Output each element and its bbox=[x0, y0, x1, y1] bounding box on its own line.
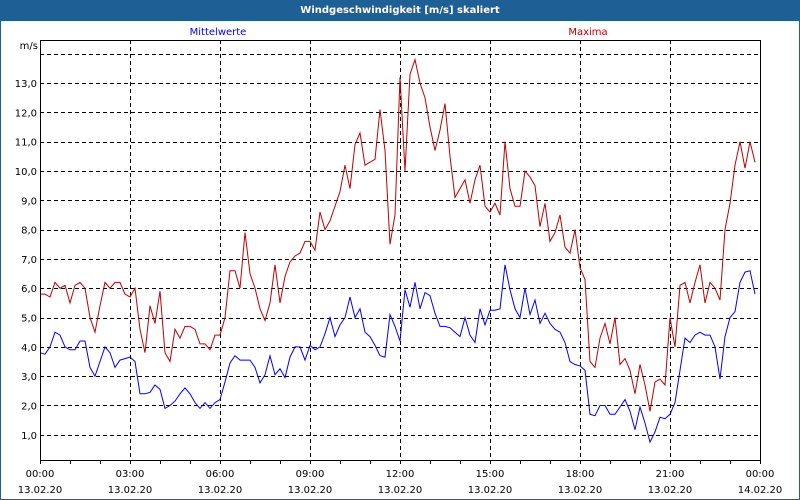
x-tick-time: 00:00 bbox=[26, 469, 55, 480]
y-tick-label: 11,0 bbox=[15, 138, 37, 149]
x-tick-date: 13.02.20 bbox=[648, 485, 693, 496]
y-tick-label: 8,0 bbox=[21, 226, 37, 237]
grid bbox=[40, 40, 760, 460]
series-lines bbox=[39, 57, 756, 444]
x-tick-time: 06:00 bbox=[206, 469, 235, 480]
x-tick-date: 13.02.20 bbox=[378, 485, 423, 496]
x-tick-time: 12:00 bbox=[386, 469, 415, 480]
y-tick-label: 2,0 bbox=[21, 401, 37, 412]
x-tick-time: 09:00 bbox=[296, 469, 325, 480]
x-tick-date: 13.02.20 bbox=[468, 485, 513, 496]
window-title: Windgeschwindigkeit [m/s] skaliert bbox=[1, 1, 799, 21]
y-tick-label: 6,0 bbox=[21, 284, 37, 295]
x-tick-time: 15:00 bbox=[476, 469, 505, 480]
series-line-maxima bbox=[40, 57, 756, 412]
y-tick-label: 5,0 bbox=[21, 314, 37, 325]
x-tick-date: 14.02.20 bbox=[738, 485, 783, 496]
x-tick-time: 00:00 bbox=[746, 469, 775, 480]
x-tick-date: 13.02.20 bbox=[108, 485, 153, 496]
y-tick-label: 1,0 bbox=[21, 431, 37, 442]
y-tick-label: 7,0 bbox=[21, 255, 37, 266]
y-tick-label: 3,0 bbox=[21, 372, 37, 383]
x-tick-date: 13.02.20 bbox=[288, 485, 333, 496]
x-tick-date: 13.02.20 bbox=[18, 485, 63, 496]
x-tick-time: 18:00 bbox=[566, 469, 595, 480]
y-tick-label: 4,0 bbox=[21, 343, 37, 354]
y-tick-label: 10,0 bbox=[15, 167, 37, 178]
legend-max: Maxima bbox=[568, 27, 607, 38]
x-tick-date: 13.02.20 bbox=[558, 485, 603, 496]
x-tick-time: 21:00 bbox=[656, 469, 685, 480]
ticks: 1,0 2,0 3,0 4,0 5,0 6,0 7,0 8,0 9,0 10,0 11,0 12,0 1… bbox=[15, 79, 783, 496]
y-axis-label: m/s bbox=[20, 41, 38, 52]
y-tick-label: 12,0 bbox=[15, 108, 37, 119]
y-tick-label: 13,0 bbox=[15, 79, 37, 90]
y-tick-label: 9,0 bbox=[21, 196, 37, 207]
x-tick-time: 03:00 bbox=[116, 469, 145, 480]
x-tick-date: 13.02.20 bbox=[198, 485, 243, 496]
legend-mean: Mittelwerte bbox=[190, 27, 247, 38]
series-line-mittelwerte bbox=[39, 264, 756, 444]
